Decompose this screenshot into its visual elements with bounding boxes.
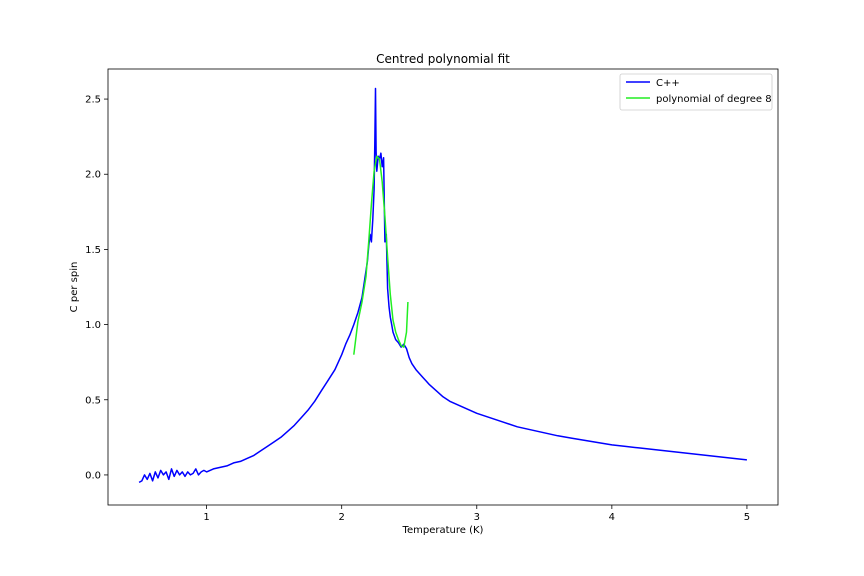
x-axis: 1 2 3 4 5 — [203, 505, 750, 523]
x-tick-label: 5 — [744, 512, 750, 523]
y-tick-label: 1.5 — [85, 245, 101, 256]
y-tick-label: 1.0 — [85, 320, 101, 331]
legend-label-polynomial: polynomial of degree 8 — [656, 94, 772, 105]
y-tick-label: 0.0 — [85, 470, 101, 481]
y-tick-label: 2.5 — [85, 95, 101, 106]
plot-area — [108, 69, 778, 505]
legend-box — [619, 73, 773, 111]
plot-frame — [107, 68, 779, 506]
legend-label-cpp: C++ — [656, 78, 680, 89]
y-axis-title: C per spin — [69, 262, 80, 313]
series-line-polynomial — [353, 155, 409, 355]
y-tick-label: 0.5 — [85, 395, 101, 406]
series-layer — [138, 87, 747, 484]
legend: C++ polynomial of degree 8 — [619, 73, 773, 111]
x-tick-label: 1 — [203, 512, 209, 523]
x-tick-label: 4 — [609, 512, 615, 523]
x-tick-label: 3 — [474, 512, 480, 523]
series-line-cpp — [138, 87, 747, 484]
x-axis-title: Temperature (K) — [402, 525, 484, 536]
y-axis: 0.0 0.5 1.0 1.5 2.0 2.5 — [85, 95, 108, 481]
x-tick-label: 2 — [339, 512, 345, 523]
chart-title: Centred polynomial fit — [376, 52, 510, 66]
y-tick-label: 2.0 — [85, 170, 101, 181]
